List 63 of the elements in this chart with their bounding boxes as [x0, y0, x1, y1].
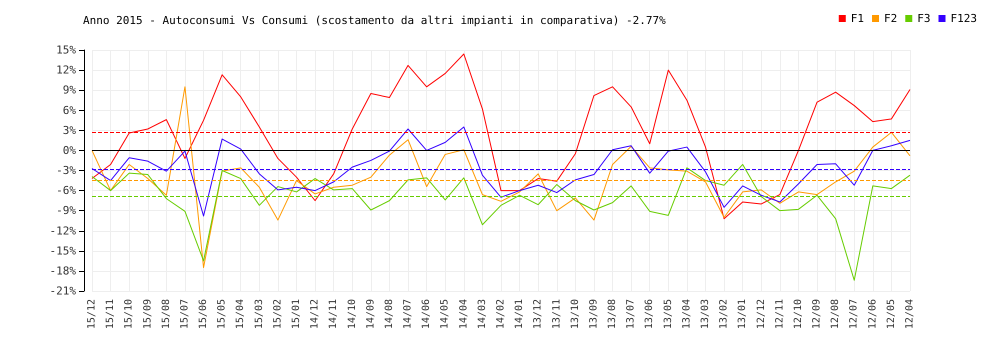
x-tick-label: 14/04 [458, 299, 470, 330]
x-tick-label: 13/02 [718, 299, 730, 330]
x-tick-label: 15/05 [216, 299, 228, 330]
y-tick-label: -12% [50, 224, 76, 238]
x-tick-label: 15/04 [235, 299, 246, 330]
x-tick-label: 14/11 [328, 299, 340, 330]
x-tick-label: 15/11 [105, 299, 116, 330]
x-tick-label: 15/02 [272, 299, 284, 330]
x-tick-label: 13/09 [588, 299, 600, 330]
x-tick-label: 15/09 [142, 299, 154, 330]
x-tick-label: 14/12 [310, 299, 321, 330]
x-tick-label: 15/06 [198, 299, 210, 330]
x-tick-label: 15/07 [179, 299, 190, 330]
x-tick-label: 13/06 [644, 299, 656, 330]
y-tick-label: -15% [50, 244, 76, 258]
y-tick-label: 9% [62, 84, 76, 97]
y-tick-label: -21% [50, 284, 76, 298]
x-tick-label: 15/01 [291, 299, 302, 330]
x-tick-label: 13/03 [700, 299, 711, 330]
x-tick-label: 13/10 [570, 299, 581, 330]
x-tick-label: 14/10 [346, 299, 358, 330]
x-tick-label: 13/01 [737, 299, 748, 330]
y-tick-label: 12% [56, 64, 76, 77]
x-tick-label: 12/05 [886, 299, 897, 330]
x-tick-label: 14/09 [365, 299, 376, 330]
x-tick-label: 15/10 [124, 299, 135, 330]
x-tick-label: 13/07 [626, 299, 637, 330]
y-tick-label: -9% [56, 204, 76, 218]
x-tick-label: 14/05 [440, 299, 451, 330]
x-tick-label: 12/04 [904, 299, 916, 330]
x-tick-label: 13/04 [681, 299, 692, 330]
x-tick-label: 13/05 [662, 299, 674, 330]
x-tick-label: 14/02 [496, 299, 506, 330]
x-tick-label: 12/06 [867, 299, 878, 330]
x-tick-label: 14/08 [384, 299, 395, 330]
x-tick-label: 13/08 [607, 299, 618, 330]
x-tick-label: 15/08 [160, 299, 172, 330]
x-tick-label: 12/09 [812, 299, 823, 330]
legend-label: F1 [850, 12, 864, 25]
y-tick-label: 3% [62, 124, 76, 137]
x-tick-label: 14/03 [476, 299, 488, 330]
x-tick-label: 12/07 [848, 299, 860, 330]
x-tick-label: 12/11 [774, 299, 786, 330]
x-tick-label: 12/10 [792, 299, 804, 330]
x-tick-label: 14/07 [402, 299, 414, 330]
x-tick-label: 13/12 [532, 299, 544, 330]
y-tick-label: -6% [56, 184, 76, 198]
legend-label: F2 [884, 12, 898, 25]
y-tick-label: -18% [50, 264, 76, 278]
x-tick-label: 15/12 [86, 299, 98, 330]
x-tick-label: 13/11 [551, 299, 562, 330]
y-tick-label: 15% [56, 44, 76, 56]
x-tick-label: 12/08 [830, 299, 842, 330]
y-tick-label: -3% [56, 164, 76, 177]
y-tick-label: 6% [62, 104, 76, 117]
x-tick-label: 15/03 [254, 299, 265, 330]
x-tick-label: 14/01 [514, 299, 526, 330]
legend-label: F3 [917, 12, 931, 25]
legend-label: F123 [950, 12, 978, 25]
x-tick-label: 12/12 [756, 299, 767, 330]
x-tick-label: 14/06 [421, 299, 432, 330]
y-tick-label: 0% [62, 144, 76, 157]
chart-title: Anno 2015 - Autoconsumi Vs Consumi (scostamento da altri impianti in comparativa) -2.77% [83, 14, 666, 27]
